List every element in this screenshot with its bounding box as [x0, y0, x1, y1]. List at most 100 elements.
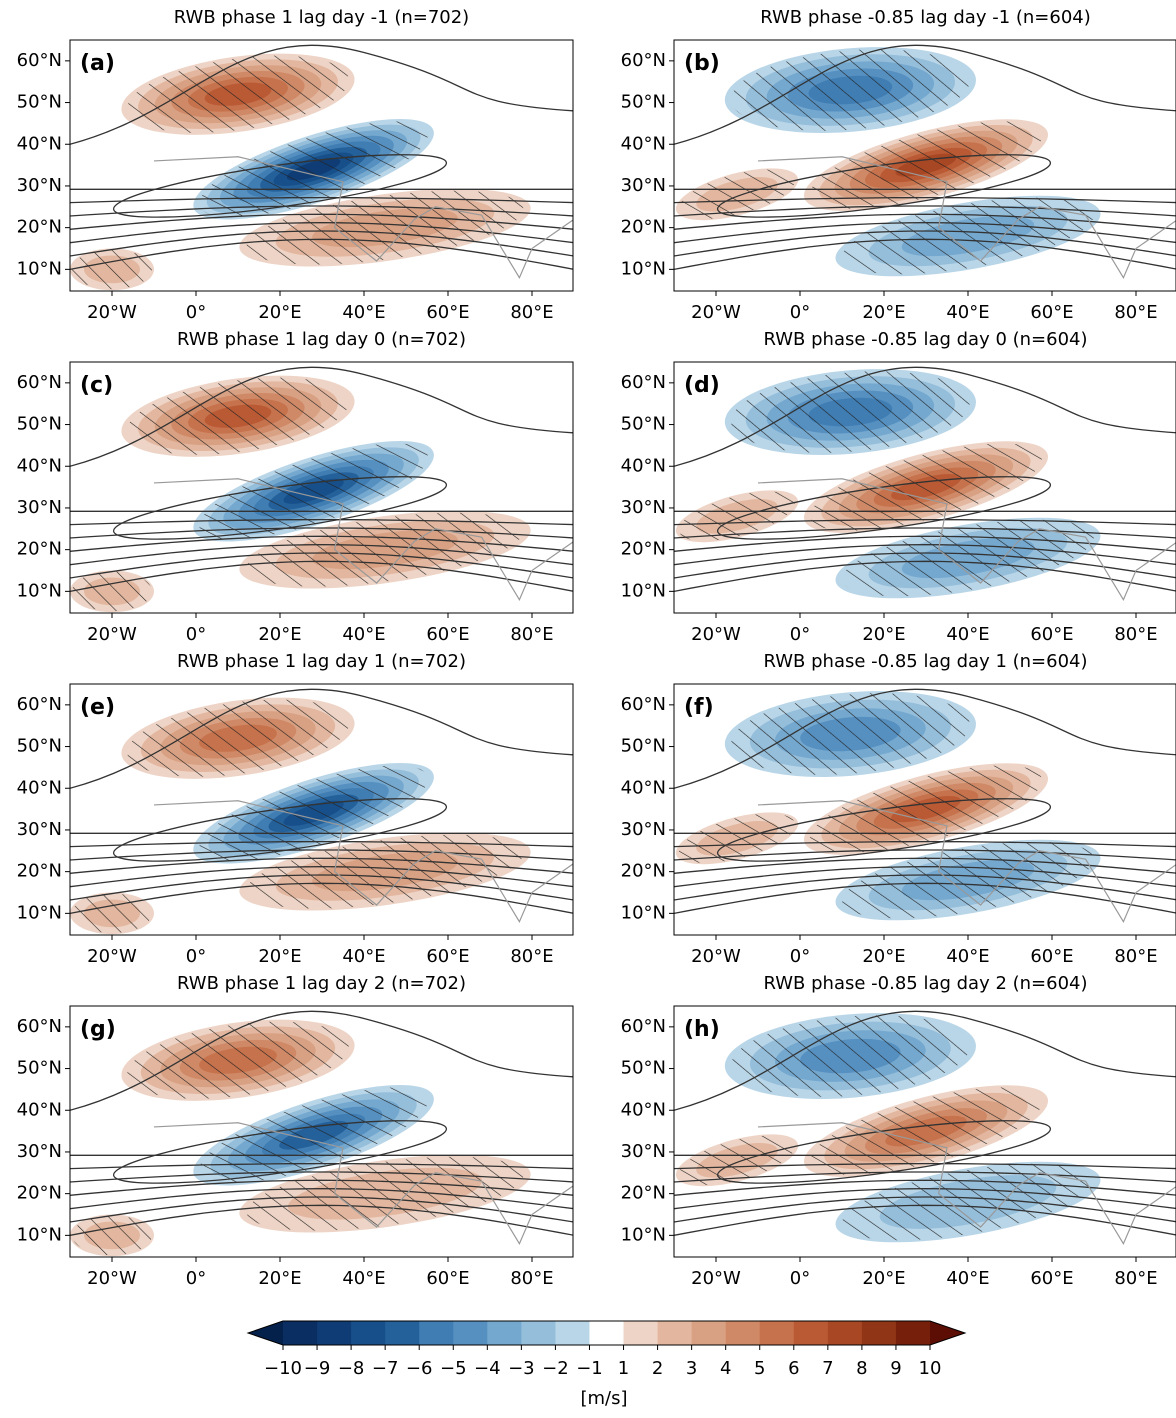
colorbar-tick-label: 5: [754, 1358, 765, 1379]
hatch: [199, 1087, 428, 1183]
x-tick-label: 60°E: [1030, 1268, 1073, 1289]
y-tick-label: 50°N: [621, 1058, 666, 1079]
contour: [674, 518, 1176, 526]
y-tick-label: 50°N: [621, 736, 666, 757]
coastline: [153, 478, 573, 601]
panel-label: (g): [80, 1017, 116, 1042]
y-tick-label: 40°N: [621, 1099, 666, 1120]
contour: [674, 840, 1176, 848]
x-tick-label: 0°: [186, 1268, 206, 1289]
colorbar-tick-label: −3: [508, 1358, 535, 1379]
y-tick-label: 30°N: [17, 497, 62, 518]
contour: [70, 527, 573, 539]
x-tick-label: 20°E: [258, 624, 301, 645]
x-tick-label: 60°E: [426, 624, 469, 645]
frame: [673, 39, 1176, 292]
hatch: [678, 813, 796, 863]
contour: [70, 849, 573, 861]
y-tick-label: 30°N: [17, 819, 62, 840]
panel-title: RWB phase -0.85 lag day -1 (n=604): [760, 7, 1091, 28]
frame: [673, 1005, 1176, 1258]
panel-title: RWB phase 1 lag day 1 (n=702): [177, 651, 466, 672]
x-tick-label: 0°: [790, 946, 810, 967]
contour: [674, 221, 1176, 244]
x-tick-label: 0°: [186, 946, 206, 967]
colorbar-box: [351, 1321, 386, 1345]
hatch: [678, 491, 796, 541]
x-tick-label: 40°E: [342, 624, 385, 645]
hatch: [810, 1087, 1042, 1175]
contour: [70, 865, 573, 888]
coastline: [153, 1122, 573, 1245]
colorbar-box: [793, 1321, 829, 1345]
panel-title: RWB phase -0.85 lag day 1 (n=604): [763, 651, 1087, 672]
colorbar-box: [691, 1321, 727, 1345]
y-tick-label: 30°N: [17, 175, 62, 196]
contour: [70, 230, 573, 257]
colorbar-tick-label: 1: [618, 1358, 629, 1379]
contour: [674, 543, 1176, 566]
hatch: [127, 377, 349, 455]
colorbar-box: [827, 1321, 863, 1345]
contour: [70, 196, 573, 204]
y-tick-label: 20°N: [17, 861, 62, 882]
colorbar-box: [725, 1321, 761, 1345]
x-tick-label: 20°E: [862, 946, 905, 967]
y-tick-label: 40°N: [621, 777, 666, 798]
x-tick-label: 40°E: [946, 946, 989, 967]
colorbar-tick-label: −8: [338, 1358, 365, 1379]
coastline: [153, 800, 573, 923]
x-tick-label: 20°E: [258, 946, 301, 967]
x-tick-label: 20°E: [862, 1268, 905, 1289]
hatch: [731, 49, 970, 131]
frame: [69, 1005, 574, 1258]
y-tick-label: 30°N: [621, 1141, 666, 1162]
x-tick-label: 0°: [186, 624, 206, 645]
y-tick-label: 10°N: [621, 902, 666, 923]
y-tick-label: 20°N: [17, 1183, 62, 1204]
contour: [70, 518, 573, 526]
panel-title: RWB phase 1 lag day 2 (n=702): [177, 973, 466, 994]
colorbar-tick-label: −5: [440, 1358, 467, 1379]
y-tick-label: 60°N: [621, 50, 666, 71]
panel-label: (e): [80, 695, 115, 720]
colorbar-box: [555, 1321, 590, 1345]
hatch: [731, 371, 970, 453]
y-tick-label: 60°N: [17, 694, 62, 715]
y-tick-label: 10°N: [17, 258, 62, 279]
y-tick-label: 20°N: [621, 539, 666, 560]
hatch: [199, 443, 428, 539]
y-tick-label: 40°N: [17, 133, 62, 154]
contour: [674, 1187, 1176, 1210]
x-tick-label: 40°E: [342, 302, 385, 323]
y-tick-label: 50°N: [17, 414, 62, 435]
colorbar-tick-label: −7: [372, 1358, 399, 1379]
contour: [674, 205, 1176, 217]
contour: [70, 535, 573, 552]
x-tick-label: 40°E: [946, 1268, 989, 1289]
colorbar-box: [623, 1321, 659, 1345]
frame: [673, 683, 1176, 936]
colorbar-tick-label: −4: [474, 1358, 501, 1379]
coastline: [153, 156, 573, 279]
panel-title: RWB phase -0.85 lag day 2 (n=604): [763, 973, 1087, 994]
x-tick-label: 80°E: [1114, 946, 1157, 967]
x-tick-label: 20°W: [87, 624, 137, 645]
contour: [674, 849, 1176, 861]
hatch: [810, 443, 1042, 531]
panel-label: (b): [684, 51, 720, 76]
x-tick-label: 20°E: [258, 302, 301, 323]
colorbar-box: [317, 1321, 352, 1345]
y-tick-label: 50°N: [621, 92, 666, 113]
contour: [674, 1204, 1176, 1236]
y-tick-label: 20°N: [17, 217, 62, 238]
y-tick-label: 60°N: [17, 372, 62, 393]
x-tick-label: 80°E: [1114, 302, 1157, 323]
contour: [70, 874, 573, 901]
y-tick-label: 40°N: [17, 455, 62, 476]
y-tick-label: 10°N: [17, 1224, 62, 1245]
map-area: [674, 1006, 1176, 1257]
contour: [674, 1162, 1176, 1170]
contour: [70, 221, 573, 244]
x-tick-label: 0°: [790, 1268, 810, 1289]
